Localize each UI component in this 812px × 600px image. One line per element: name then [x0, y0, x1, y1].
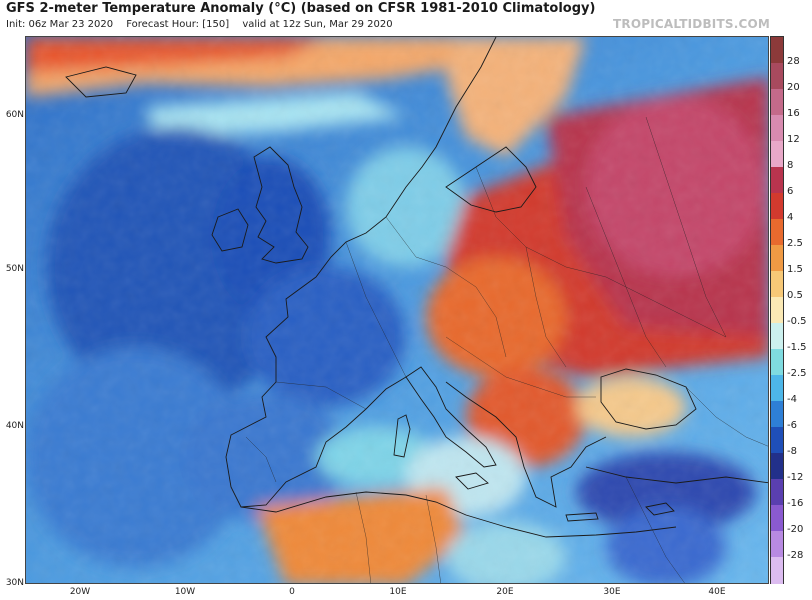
- colorbar-tick-label: 2.5: [787, 238, 803, 249]
- colorbar-swatch: [771, 89, 783, 116]
- lat-label-60n: 60N: [5, 110, 24, 120]
- colorbar-swatch: [771, 349, 783, 376]
- country-borders: [245, 116, 768, 583]
- colorbar-swatch: [771, 453, 783, 480]
- colorbar-tick-label: -4: [787, 394, 797, 405]
- colorbar-tick-label: -12: [787, 472, 804, 483]
- colorbar-tick-label: -8: [787, 446, 797, 457]
- colorbar-swatch: [771, 167, 783, 194]
- colorbar-tick-label: 1.5: [787, 264, 803, 275]
- lon-label-0: 0: [289, 587, 295, 597]
- lon-label-30e: 30E: [603, 587, 621, 597]
- colorbar-tick-label: 8: [787, 160, 794, 171]
- colorbar-tick-label: -16: [787, 498, 804, 509]
- init-time: Init: 06z Mar 23 2020: [6, 19, 114, 30]
- colorbar-swatch: [771, 323, 783, 350]
- colorbar-tick-label: -28: [787, 550, 804, 561]
- colorbar-tick-label: -2.5: [787, 368, 807, 379]
- colorbar-tick-label: 20: [787, 82, 800, 93]
- colorbar-swatch: [771, 37, 783, 64]
- forecast-hour: Forecast Hour: [150]: [126, 19, 230, 30]
- lon-label-20e: 20E: [496, 587, 514, 597]
- valid-time: valid at 12z Sun, Mar 29 2020: [242, 19, 393, 30]
- colorbar-tick-label: -0.5: [787, 316, 807, 327]
- lat-label-50n: 50N: [5, 264, 24, 274]
- colorbar-swatch: [771, 557, 783, 584]
- colorbar-tick-label: -20: [787, 524, 804, 535]
- colorbar-tick-label: -1.5: [787, 342, 807, 353]
- lat-label-30n: 30N: [5, 578, 24, 588]
- colorbar-swatch: [771, 401, 783, 428]
- lon-label-40e: 40E: [708, 587, 726, 597]
- site-watermark: TROPICALTIDBITS.COM: [613, 17, 770, 31]
- colorbar-swatch: [771, 219, 783, 246]
- colorbar-tick-label: 12: [787, 134, 800, 145]
- colorbar-swatch: [771, 193, 783, 220]
- lat-label-40n: 40N: [5, 421, 24, 431]
- lon-label-10w: 10W: [174, 587, 196, 597]
- colorbar-swatch: [771, 245, 783, 272]
- colorbar-swatch: [771, 63, 783, 90]
- map-title: GFS 2-meter Temperature Anomaly (°C) (ba…: [6, 1, 596, 16]
- colorbar-swatch: [771, 427, 783, 454]
- colorbar-swatch: [771, 141, 783, 168]
- colorbar-tick-label: -6: [787, 420, 797, 431]
- colorbar-swatch: [771, 505, 783, 532]
- temperature-anomaly-map: [25, 36, 769, 584]
- lon-label-20w: 20W: [69, 587, 91, 597]
- anomaly-colorbar: [770, 36, 784, 584]
- lon-label-10e: 10E: [389, 587, 407, 597]
- colorbar-tick-label: 4: [787, 212, 794, 223]
- colorbar-swatch: [771, 115, 783, 142]
- map-canvas: [26, 37, 768, 583]
- map-subtitle: Init: 06z Mar 23 2020 Forecast Hour: [15…: [6, 19, 403, 30]
- coastline-outlines: [65, 37, 768, 538]
- colorbar-tick-label: 6: [787, 186, 794, 197]
- colorbar-tick-label: 16: [787, 108, 800, 119]
- colorbar-swatch: [771, 479, 783, 506]
- colorbar-swatch: [771, 531, 783, 558]
- colorbar-swatch: [771, 297, 783, 324]
- colorbar-tick-label: 0.5: [787, 290, 803, 301]
- colorbar-swatch: [771, 271, 783, 298]
- colorbar-swatch: [771, 375, 783, 402]
- colorbar-tick-label: 28: [787, 56, 800, 67]
